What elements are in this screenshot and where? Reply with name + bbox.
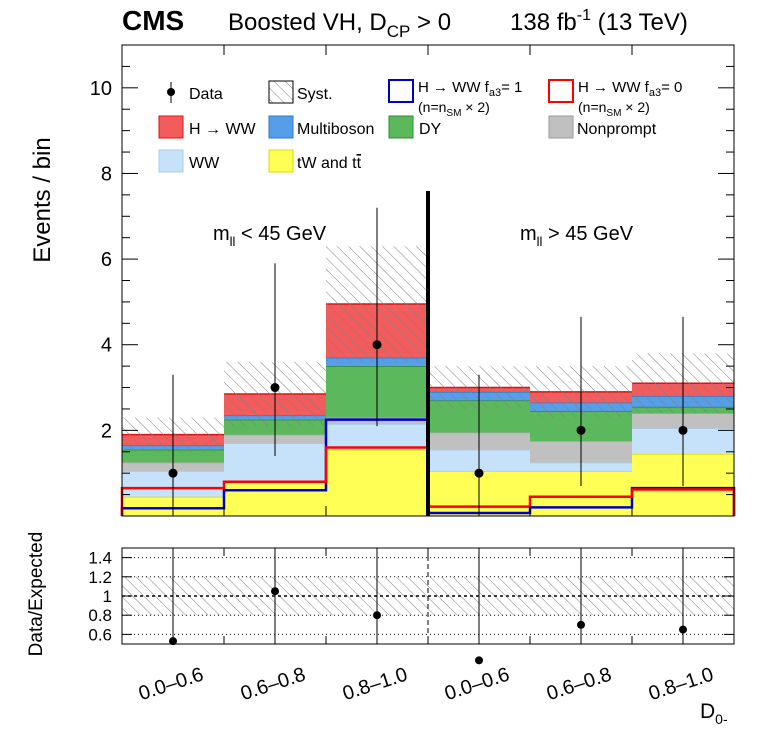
luminosity-label: 138 fb-1 (13 TeV) xyxy=(510,7,688,36)
ytick-label-2: 2 xyxy=(101,420,112,442)
ratio-ytick-label-1.2: 1.2 xyxy=(88,568,112,587)
legend-syst-swatch xyxy=(268,80,294,104)
ratio-y-axis-title: Data/Expected xyxy=(26,532,47,657)
legend-fa3-0-label: H → WW fa3= 0 xyxy=(578,79,682,99)
ratio-point-3 xyxy=(475,656,483,665)
legend-multiboson-label: Multiboson xyxy=(297,121,374,138)
legend-fa3-0-norm: (n=nSM × 2) xyxy=(578,99,650,119)
ratio-point-2 xyxy=(373,611,381,620)
legend-dy-label: DY xyxy=(419,121,442,138)
ratio-point-5 xyxy=(679,625,687,634)
legend-tw-swatch xyxy=(268,149,294,173)
x-axis-tick-labels: 0.0–0.6 0.6–0.8 0.8–1.0 0.0–0.6 0.6–0.8 0.8–1… xyxy=(136,664,716,706)
ratio-ytick-label-1: 1 xyxy=(103,587,112,606)
ytick-label-6: 6 xyxy=(101,249,112,271)
legend-hww-label: H → WW xyxy=(189,121,257,138)
legend-fa3-1-label: H → WW fa3= 1 xyxy=(418,79,522,99)
legend-fa3-1-norm: (n=nSM × 2) xyxy=(418,99,490,119)
ratio-ytick-label-0.8: 0.8 xyxy=(88,606,112,625)
cms-label: CMS xyxy=(122,5,184,36)
data-point-3 xyxy=(474,468,484,478)
xtick-label-1: 0.6–0.8 xyxy=(238,664,308,706)
ratio-point-1 xyxy=(271,587,279,596)
legend: Data Syst. H → WW fa3= 1 (n=nSM × 2) H →… xyxy=(158,79,682,173)
xtick-label-3: 0.0–0.6 xyxy=(442,664,512,706)
legend-nonprompt-swatch xyxy=(548,115,574,139)
xtick-label-5: 0.8–1.0 xyxy=(646,664,716,706)
legend-data-label: Data xyxy=(189,86,223,103)
legend-syst-label: Syst. xyxy=(297,86,333,103)
data-point-4 xyxy=(576,425,586,435)
bar-ww-bin-2 xyxy=(326,423,428,450)
data-points xyxy=(168,207,688,516)
legend-data-marker xyxy=(167,88,175,96)
ratio-ytick-label-0.6: 0.6 xyxy=(88,625,112,644)
ratio-y-axis-ticks: 0.60.811.21.4 xyxy=(88,549,734,644)
legend-nonprompt-label: Nonprompt xyxy=(577,121,657,138)
legend-ww-swatch xyxy=(158,149,184,173)
xtick-label-0: 0.0–0.6 xyxy=(136,664,206,706)
data-point-5 xyxy=(678,425,688,435)
data-point-1 xyxy=(270,383,280,393)
y-axis-title: Events / bin xyxy=(29,137,56,262)
legend-fa3-0-swatch xyxy=(548,79,574,103)
data-point-0 xyxy=(168,468,178,478)
ratio-data-points xyxy=(169,548,687,665)
legend-multiboson-swatch xyxy=(268,115,294,139)
legend-ww-label: WW xyxy=(189,155,220,172)
xtick-label-2: 0.8–1.0 xyxy=(340,664,410,706)
region-label-low: mll < 45 GeV xyxy=(213,223,327,249)
ytick-label-10: 10 xyxy=(90,78,112,100)
data-point-2 xyxy=(372,340,382,350)
y-axis-ticks: 2 4 6 8 10 xyxy=(90,44,734,517)
bar-tw-and-tt--bin-1 xyxy=(224,481,326,516)
ratio-ytick-label-1.4: 1.4 xyxy=(88,549,112,568)
xtick-label-4: 0.6–0.8 xyxy=(544,664,614,706)
ratio-point-0 xyxy=(169,637,177,646)
x-axis-ticks-main xyxy=(121,45,735,516)
legend-dy-swatch xyxy=(388,115,414,139)
analysis-title: Boosted VH, DCP > 0 xyxy=(228,9,451,41)
ytick-label-4: 4 xyxy=(101,335,112,357)
x-axis-ticks-ratio xyxy=(121,548,735,644)
ytick-label-8: 8 xyxy=(101,163,112,185)
bar-tw-and-tt--bin-2 xyxy=(326,449,428,516)
legend-fa3-1-swatch xyxy=(388,79,414,103)
legend-hww-swatch xyxy=(158,115,184,139)
ratio-point-4 xyxy=(577,620,585,629)
region-label-high: mll > 45 GeV xyxy=(520,223,634,249)
legend-tw-label: tW and tt xyxy=(297,155,362,172)
x-axis-title: D0- xyxy=(700,700,728,727)
